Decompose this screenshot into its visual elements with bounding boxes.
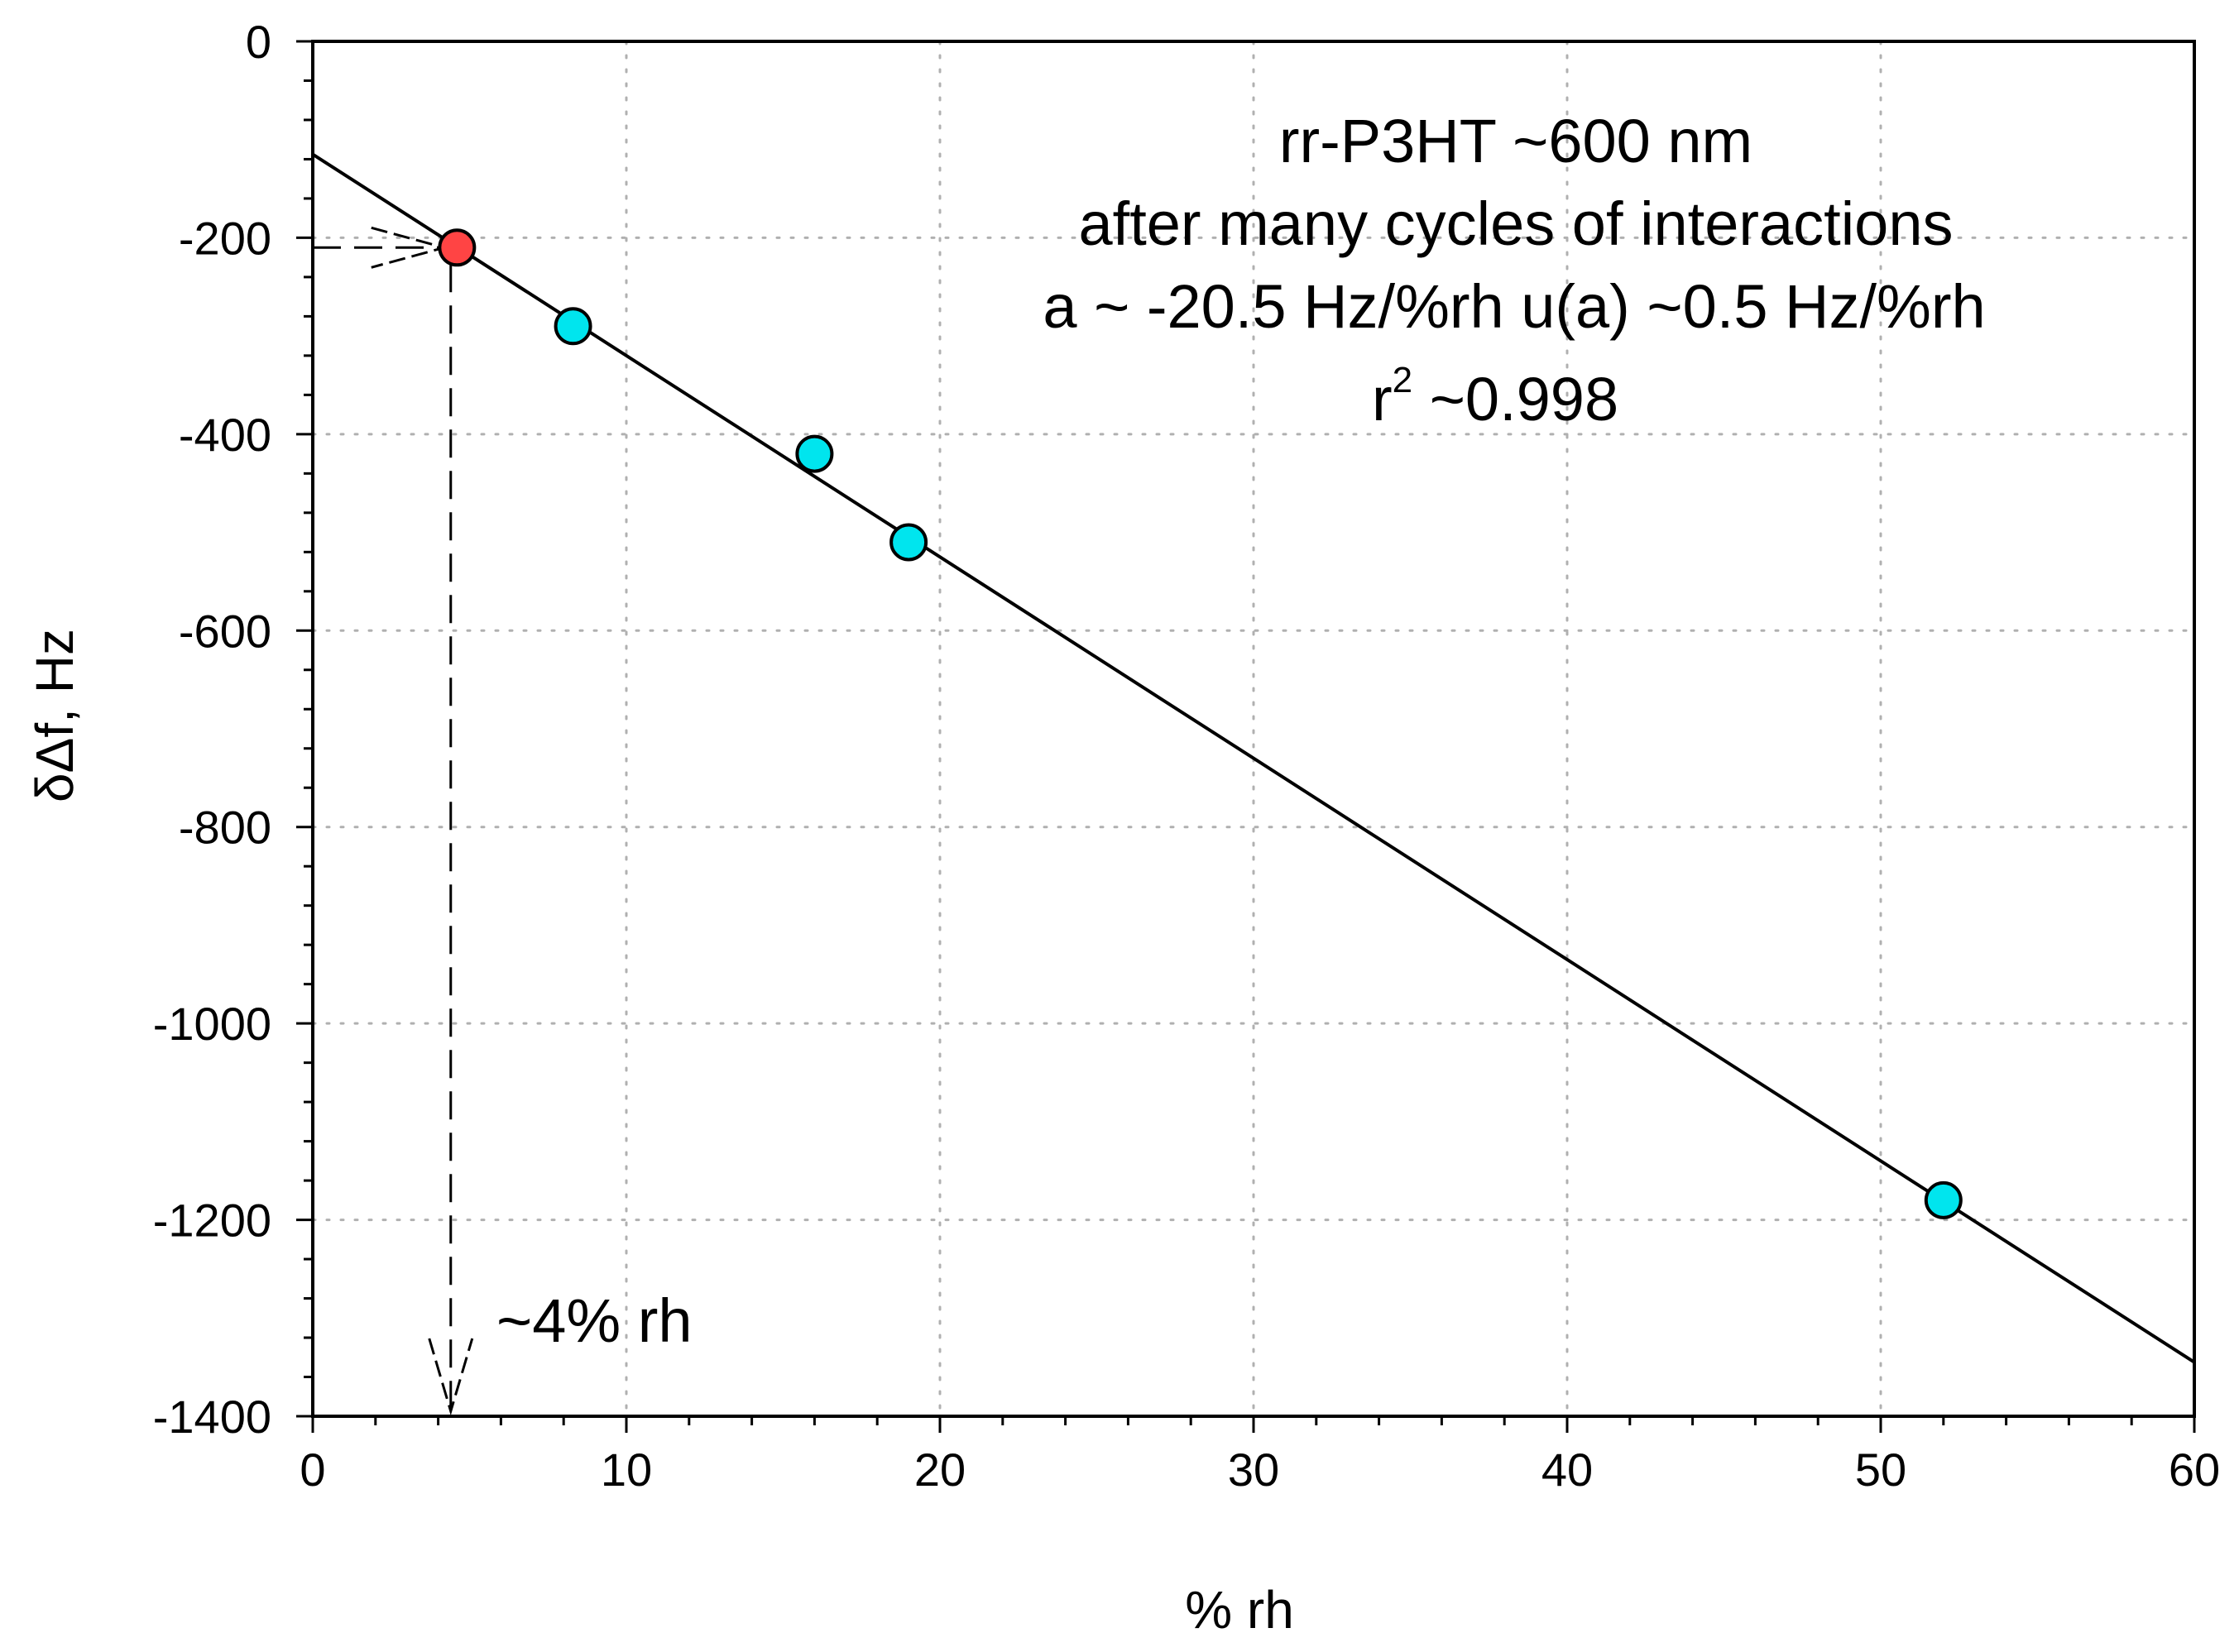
y-tick-label: -400 xyxy=(179,409,271,461)
y-axis-title: δΔf, Hz xyxy=(25,629,84,802)
vertical-arrowhead xyxy=(428,1338,474,1416)
data-points xyxy=(438,228,1963,1219)
annotation-title: rr-P3HT ~600 nm xyxy=(1279,107,1752,175)
tick-labels: 0 10 20 30 40 50 60 0 -200 -400 -600 -800 -1000 -1200… xyxy=(153,16,2220,1496)
readout-guides xyxy=(313,226,474,1416)
x-tick-label: 30 xyxy=(1228,1444,1279,1496)
data-point xyxy=(1924,1180,1963,1219)
y-tick-label: -1400 xyxy=(153,1391,271,1443)
y-tick-label: -1000 xyxy=(153,998,271,1050)
data-point xyxy=(795,434,834,473)
annotation-conditions: after many cycles of interactions xyxy=(1079,189,1954,258)
x-axis-title: % rh xyxy=(1185,1580,1294,1640)
annotation-slope: a ~ -20.5 Hz/%rh u(a) ~0.5 Hz/%rh xyxy=(1043,272,1985,341)
x-tick-label: 20 xyxy=(914,1444,966,1496)
x-tick-label: 60 xyxy=(2169,1444,2220,1496)
plot-frame xyxy=(311,40,2196,1418)
y-tick-label: -800 xyxy=(179,802,271,854)
y-tick-label: -600 xyxy=(179,605,271,657)
x-tick-label: 0 xyxy=(300,1444,325,1496)
r-squared-base: r xyxy=(1372,365,1393,433)
annotation-r-squared: r2 ~0.998 xyxy=(1372,360,1618,433)
fit-line xyxy=(311,152,2196,1364)
annotation-readout: ~4% rh xyxy=(496,1286,693,1355)
x-tick-label: 40 xyxy=(1541,1444,1593,1496)
unknown-sample-point xyxy=(438,228,477,267)
r-squared-value: ~0.998 xyxy=(1412,365,1618,433)
data-point xyxy=(554,307,592,346)
x-tick-label: 10 xyxy=(601,1444,652,1496)
y-tick-label: -200 xyxy=(179,212,271,264)
data-point xyxy=(889,523,928,562)
x-tick-label: 50 xyxy=(1855,1444,1906,1496)
y-tick-label: -1200 xyxy=(153,1195,271,1247)
r-squared-sup: 2 xyxy=(1393,360,1412,400)
y-tick-label: 0 xyxy=(246,16,271,68)
